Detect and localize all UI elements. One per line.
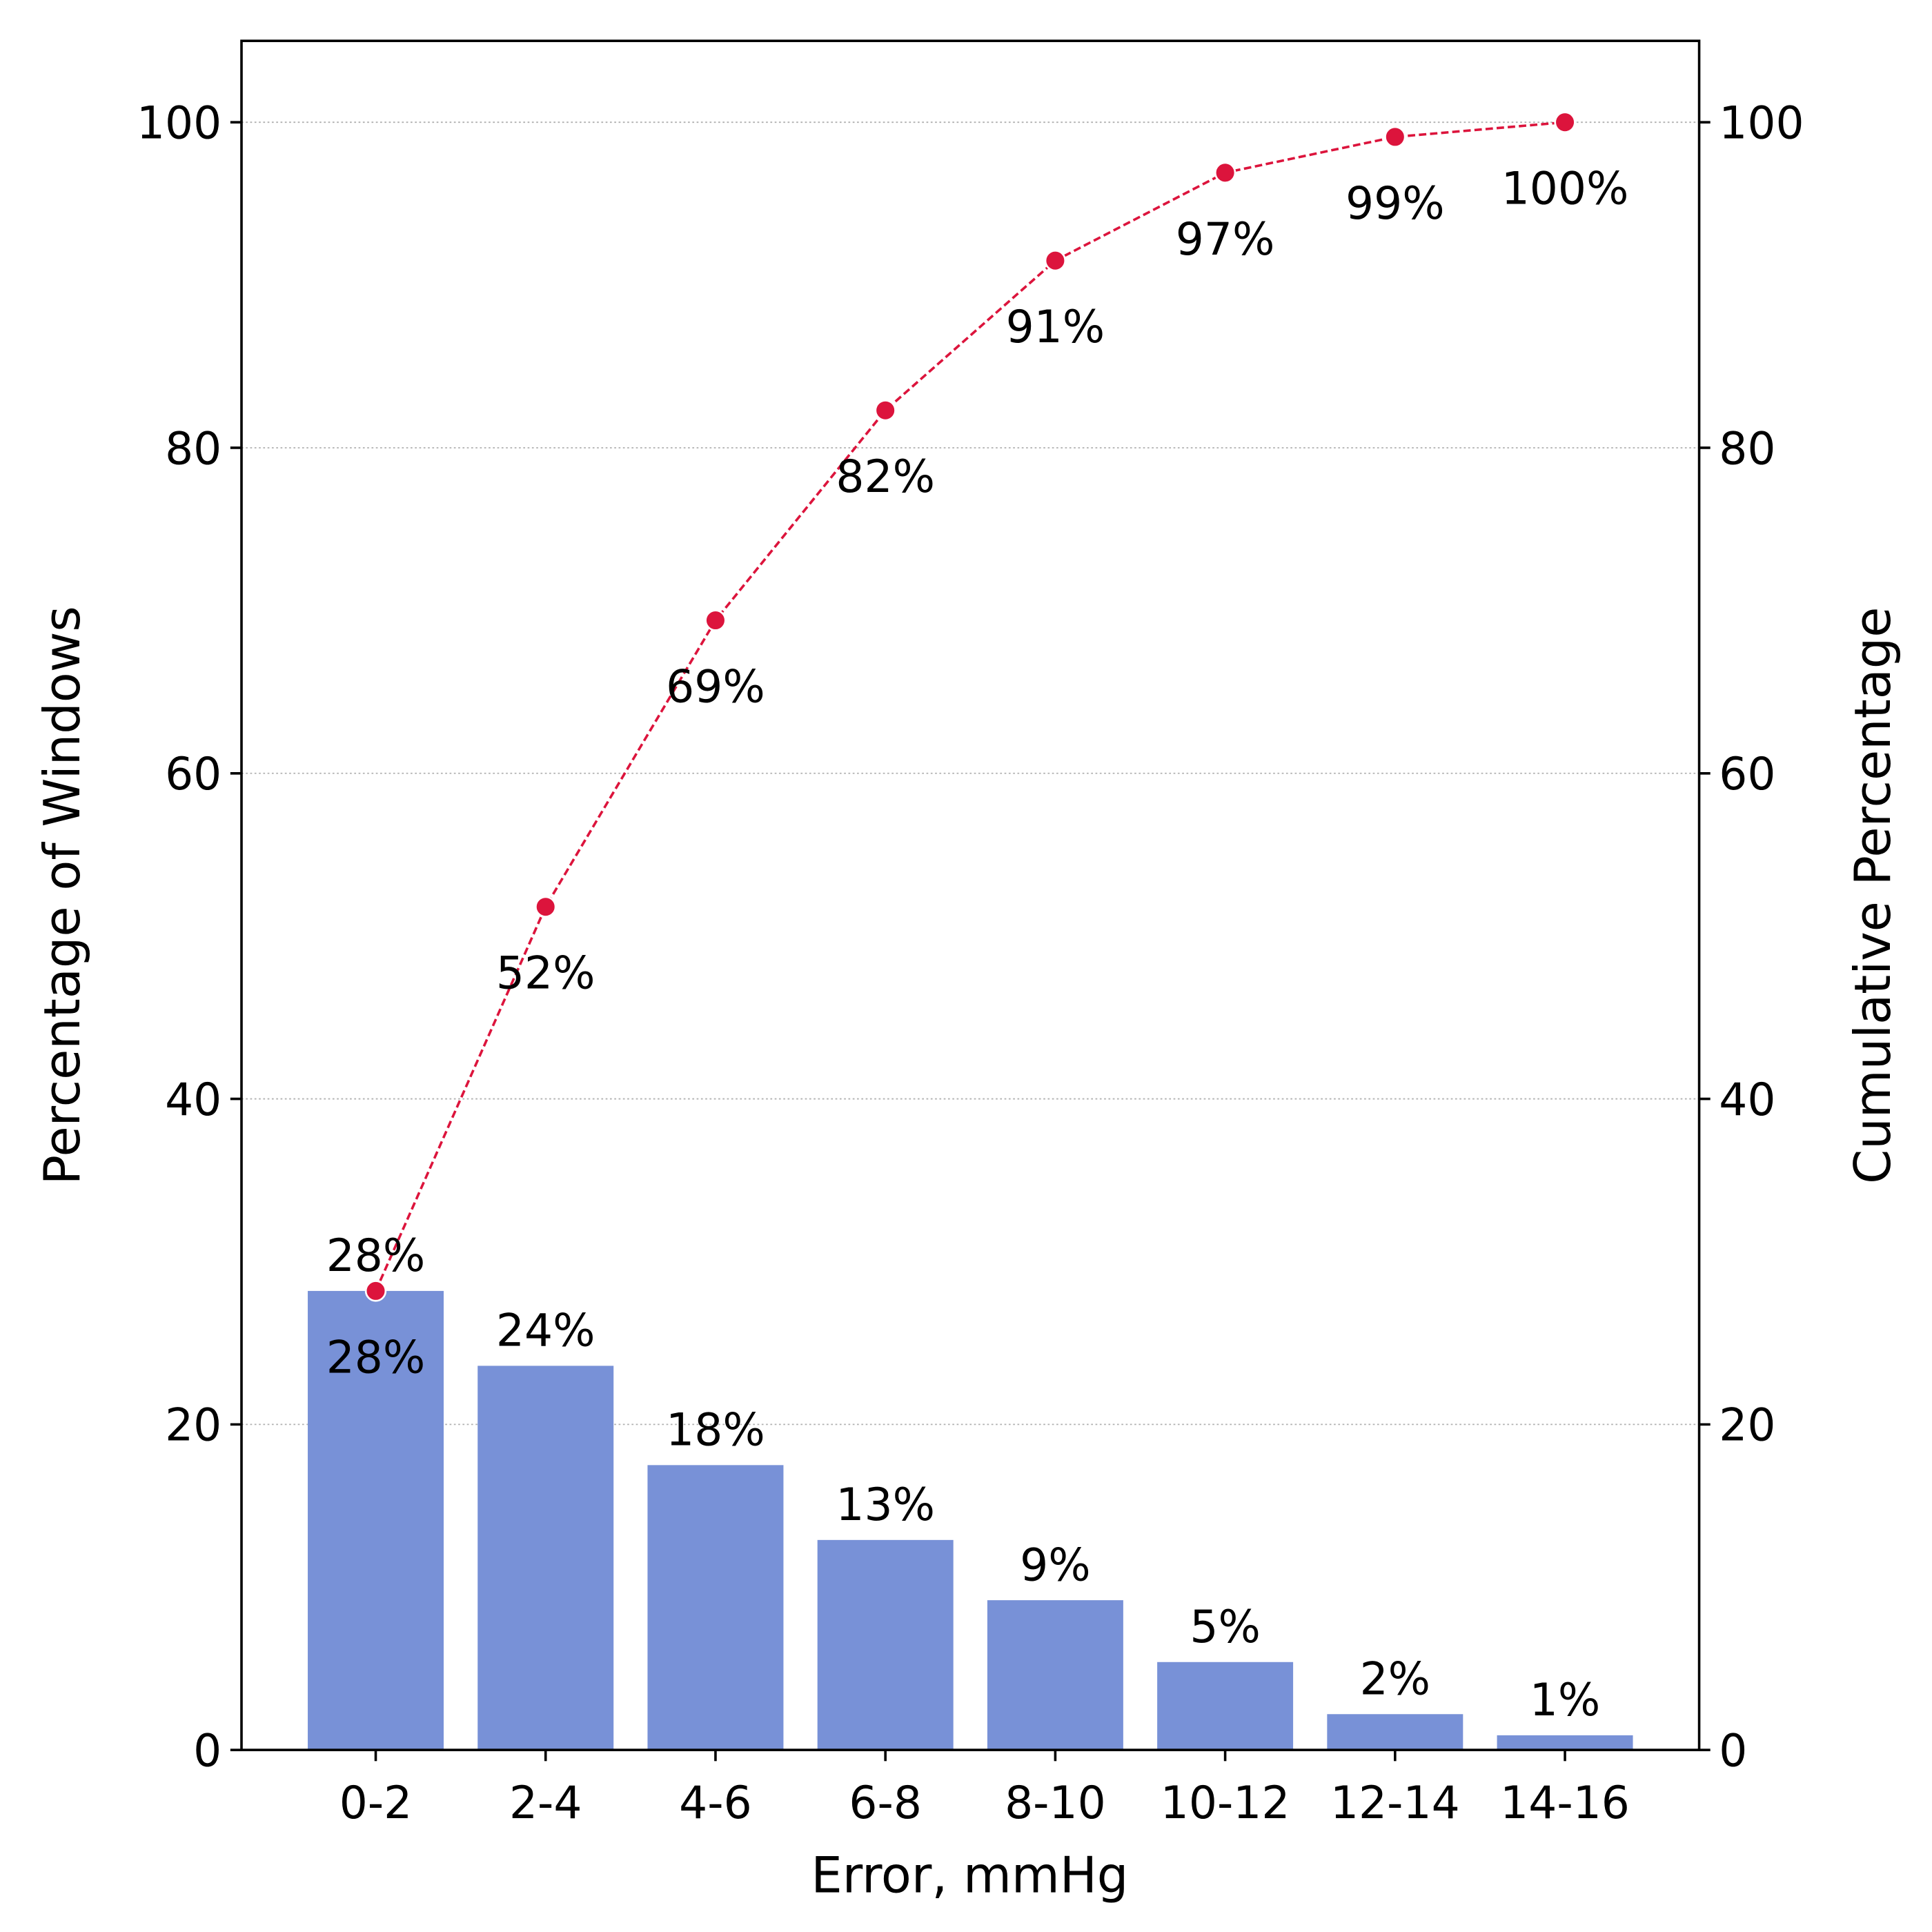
bar-value-label: 2%: [1360, 1654, 1431, 1706]
x-tick-label: 0-2: [339, 1777, 413, 1829]
y-tick-label: 60: [165, 749, 221, 800]
bar: [1327, 1714, 1463, 1751]
cumulative-point: [1384, 126, 1406, 148]
y-axis-label: Percentage of Windows: [33, 606, 91, 1185]
grid-lines: [241, 121, 1699, 1426]
x-tick-label: 12-14: [1330, 1777, 1460, 1829]
y-tick-label: 100: [137, 98, 221, 150]
y2-tick-label: 60: [1719, 749, 1775, 800]
x-axis-label: Error, mmHg: [811, 1846, 1128, 1904]
cumulative-point: [364, 1280, 387, 1302]
bars: [308, 1290, 1633, 1751]
x-tick-label: 14-16: [1500, 1777, 1630, 1829]
cumulative-point: [1044, 249, 1067, 272]
y2-tick-label: 40: [1719, 1074, 1775, 1126]
x-tick-label: 6-8: [849, 1777, 922, 1829]
x-tick-label: 2-4: [509, 1777, 582, 1829]
bar: [477, 1366, 614, 1751]
cumulative-value-label: 69%: [666, 661, 765, 713]
bar: [1157, 1662, 1294, 1751]
cumulative-value-label: 28%: [326, 1332, 426, 1383]
x-tick-label: 4-6: [679, 1777, 752, 1829]
bar: [987, 1600, 1123, 1751]
y2-tick-label: 20: [1719, 1400, 1775, 1452]
plot-frame: [240, 39, 1701, 1751]
y2-axis-label: Cumulative Percentage: [1844, 607, 1902, 1184]
cumulative-path: [374, 121, 1566, 1292]
bar: [308, 1290, 444, 1751]
cumulative-value-label: 100%: [1501, 164, 1629, 215]
cumulative-value-label: 52%: [496, 948, 595, 1000]
y2-tick-label: 100: [1719, 98, 1804, 150]
x-tick-label: 8-10: [1005, 1777, 1106, 1829]
y2-tick-label: 0: [1719, 1725, 1747, 1777]
bar-value-label: 28%: [326, 1230, 426, 1282]
cumulative-point: [535, 896, 557, 918]
cumulative-point: [704, 609, 727, 631]
cumulative-line: [364, 111, 1576, 1302]
cumulative-value-label: 91%: [1006, 302, 1105, 353]
bar-value-label: 9%: [1020, 1539, 1091, 1591]
bar: [817, 1539, 954, 1751]
bar-value-label: 5%: [1190, 1601, 1260, 1653]
annotations: 28% 24% 18% 13% 9% 5% 2% 1% 28% 52% 69% 82% 91% 97% 99…: [326, 164, 1629, 1727]
bar-value-label: 13%: [836, 1479, 935, 1531]
bar: [1497, 1735, 1633, 1751]
cumulative-point: [1554, 111, 1576, 133]
y2-tick-label: 80: [1719, 423, 1775, 475]
y-tick-label: 40: [165, 1074, 221, 1126]
cumulative-value-label: 97%: [1176, 214, 1275, 266]
bar: [647, 1465, 784, 1751]
cumulative-value-label: 99%: [1346, 178, 1445, 230]
bar-value-label: 18%: [666, 1405, 765, 1457]
y-tick-label: 20: [165, 1400, 221, 1452]
bar-value-label: 1%: [1530, 1675, 1601, 1726]
y-tick-label: 80: [165, 423, 221, 475]
bar-value-label: 24%: [496, 1305, 595, 1357]
x-tick-label: 10-12: [1161, 1777, 1290, 1829]
cumulative-point: [1214, 161, 1236, 184]
axes: 0 0 20 20 40 40 60 60 80 80 100 100 0-2 2-4 4-6 6-8 8-10…: [137, 39, 1804, 1829]
y-tick-label: 0: [193, 1725, 221, 1777]
cumulative-value-label: 82%: [836, 451, 935, 503]
cumulative-point: [874, 400, 896, 422]
